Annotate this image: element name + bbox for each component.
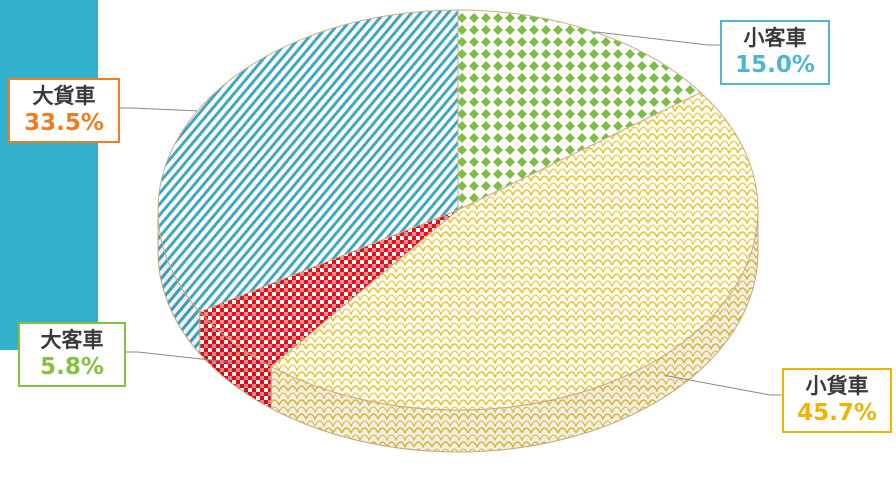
slice-category-label: 小貨車	[805, 374, 869, 398]
slice-category-label: 大貨車	[32, 84, 96, 108]
leader-line-1	[594, 31, 720, 46]
pie-slice-side-shade-3	[199, 311, 272, 409]
slice-label-4: 大貨車 33.5%	[8, 78, 120, 143]
slice-percent-label: 45.7%	[797, 400, 877, 427]
leader-line-2	[665, 375, 782, 396]
pie-slice-1	[457, 9, 702, 211]
leader-line-3	[126, 351, 232, 363]
slice-label-3: 大客車 5.8%	[18, 322, 126, 387]
pie-slice-2	[270, 91, 759, 411]
slice-category-label: 小客車	[743, 26, 807, 50]
pie-slice-side-shade-4	[158, 210, 200, 354]
slice-percent-label: 15.0%	[735, 52, 815, 79]
pie-slice-4	[157, 9, 459, 313]
leader-line-4	[120, 107, 198, 112]
slice-label-1: 小客車 15.0%	[720, 20, 830, 85]
slice-category-label: 大客車	[40, 328, 104, 352]
side-color-band	[0, 0, 98, 350]
pie-slice-side-shade-2	[271, 210, 758, 452]
slice-label-2: 小貨車 45.7%	[782, 368, 892, 433]
slice-percent-label: 5.8%	[40, 354, 104, 381]
slice-percent-label: 33.5%	[24, 110, 104, 137]
